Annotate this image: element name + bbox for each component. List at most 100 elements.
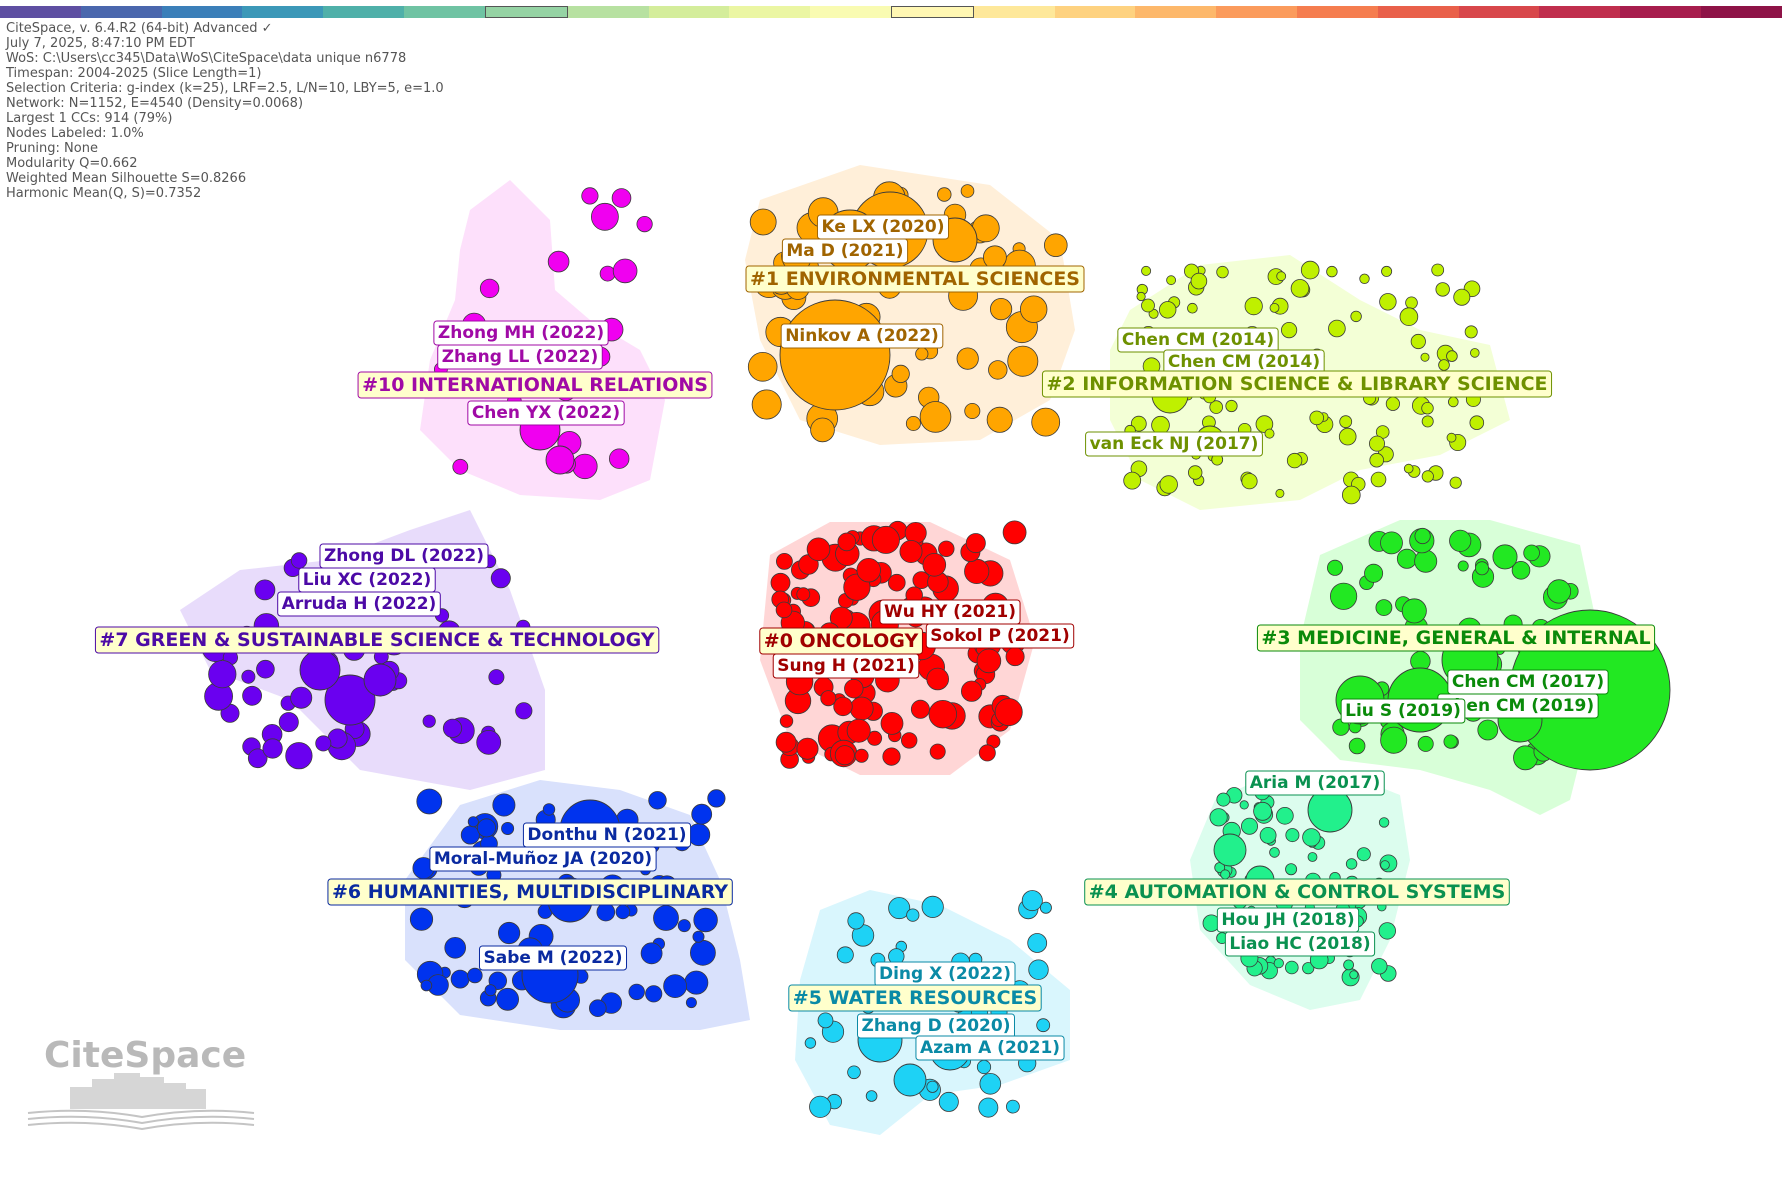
reference-node[interactable] [817, 1012, 834, 1029]
reference-node[interactable] [488, 669, 505, 686]
reference-node[interactable] [837, 532, 857, 552]
node-label[interactable]: Sabe M (2022) [478, 945, 628, 971]
reference-node[interactable] [1276, 271, 1287, 282]
cluster-label[interactable]: #10 INTERNATIONAL RELATIONS [357, 371, 713, 399]
reference-node[interactable] [1348, 737, 1366, 755]
reference-node[interactable] [1225, 399, 1238, 413]
reference-node[interactable] [1378, 922, 1397, 940]
reference-node[interactable] [285, 742, 313, 770]
reference-node[interactable] [278, 712, 299, 733]
reference-node[interactable] [1380, 860, 1390, 870]
reference-node[interactable] [290, 552, 308, 569]
reference-node[interactable] [1141, 265, 1152, 276]
reference-node[interactable] [1446, 432, 1457, 443]
reference-node[interactable] [854, 748, 869, 763]
reference-node[interactable] [1449, 476, 1462, 489]
reference-node[interactable] [1166, 275, 1176, 286]
node-label[interactable]: Chen CM (2017) [1447, 669, 1609, 695]
node-label[interactable]: Liu S (2019) [1340, 698, 1466, 724]
reference-node[interactable] [490, 568, 511, 589]
reference-node[interactable] [1300, 260, 1320, 280]
reference-node[interactable] [1457, 560, 1469, 572]
reference-node[interactable] [687, 823, 711, 847]
reference-node[interactable] [929, 743, 946, 760]
reference-node[interactable] [476, 818, 496, 838]
reference-node[interactable] [1027, 933, 1048, 953]
reference-node[interactable] [1443, 734, 1458, 749]
reference-node[interactable] [1438, 359, 1450, 371]
reference-node[interactable] [636, 216, 653, 233]
reference-node[interactable] [986, 406, 1013, 433]
node-label[interactable]: Chen YX (2022) [467, 400, 625, 426]
node-label[interactable]: Liao HC (2018) [1224, 931, 1376, 957]
reference-node[interactable] [497, 921, 521, 945]
reference-node[interactable] [847, 1065, 861, 1080]
reference-node[interactable] [588, 999, 607, 1017]
reference-node[interactable] [1339, 415, 1353, 429]
reference-node[interactable] [1469, 415, 1485, 431]
reference-node[interactable] [809, 1095, 832, 1118]
reference-node[interactable] [241, 669, 256, 684]
reference-node[interactable] [1364, 563, 1384, 583]
reference-node[interactable] [1269, 302, 1280, 313]
reference-node[interactable] [919, 401, 952, 433]
reference-node[interactable] [1019, 295, 1048, 323]
reference-node[interactable] [1338, 427, 1357, 446]
reference-node[interactable] [775, 731, 797, 753]
cluster-label[interactable]: #5 WATER RESOURCES [788, 984, 1042, 1012]
reference-node[interactable] [887, 573, 906, 592]
cluster-1[interactable] [745, 165, 1075, 445]
reference-node[interactable] [1396, 548, 1417, 569]
reference-node[interactable] [1420, 352, 1430, 362]
reference-node[interactable] [922, 552, 947, 577]
reference-node[interactable] [1255, 415, 1274, 433]
reference-node[interactable] [938, 1091, 959, 1112]
node-label[interactable]: Zhang D (2020) [857, 1013, 1015, 1039]
reference-node[interactable] [1005, 647, 1025, 667]
reference-node[interactable] [262, 738, 283, 759]
reference-node[interactable] [1464, 325, 1478, 339]
reference-node[interactable] [1446, 350, 1458, 362]
reference-node[interactable] [628, 983, 645, 1001]
reference-node[interactable] [1244, 296, 1263, 316]
reference-node[interactable] [899, 540, 923, 564]
reference-node[interactable] [460, 825, 480, 845]
cluster-label[interactable]: #3 MEDICINE, GENERAL & INTERNAL [1256, 624, 1656, 652]
node-label[interactable]: Sung H (2021) [772, 653, 920, 679]
reference-node[interactable] [442, 718, 463, 738]
node-label[interactable]: van Eck NJ (2017) [1085, 431, 1263, 457]
reference-node[interactable] [1417, 735, 1434, 752]
reference-node[interactable] [865, 1090, 878, 1102]
cluster-label[interactable]: #1 ENVIRONMENTAL SCIENCES [745, 265, 1085, 293]
reference-node[interactable] [640, 942, 663, 965]
reference-node[interactable] [1006, 1099, 1020, 1114]
reference-node[interactable] [1259, 827, 1277, 844]
reference-node[interactable] [1276, 806, 1294, 825]
reference-node[interactable] [1345, 858, 1358, 870]
reference-node[interactable] [324, 674, 376, 726]
reference-node[interactable] [1380, 531, 1403, 555]
reference-node[interactable] [960, 184, 975, 198]
reference-node[interactable] [820, 690, 837, 707]
reference-node[interactable] [1369, 452, 1384, 468]
reference-node[interactable] [299, 649, 341, 691]
reference-node[interactable] [1380, 726, 1408, 754]
cluster-label[interactable]: #7 GREEN & SUSTAINABLE SCIENCE & TECHNOL… [94, 626, 660, 654]
reference-node[interactable] [690, 939, 716, 966]
reference-node[interactable] [747, 351, 778, 382]
reference-node[interactable] [416, 788, 443, 815]
reference-node[interactable] [1290, 279, 1310, 298]
reference-node[interactable] [1379, 293, 1397, 311]
reference-node[interactable] [572, 453, 598, 480]
reference-node[interactable] [779, 714, 794, 728]
reference-node[interactable] [1477, 719, 1499, 741]
reference-node[interactable] [1449, 529, 1472, 552]
cluster-5[interactable] [795, 890, 1070, 1135]
reference-node[interactable] [1421, 402, 1434, 415]
reference-node[interactable] [1141, 298, 1155, 313]
reference-node[interactable] [1371, 958, 1388, 975]
reference-node[interactable] [1253, 801, 1272, 821]
reference-node[interactable] [926, 667, 949, 691]
reference-node[interactable] [833, 696, 853, 717]
reference-node[interactable] [988, 360, 1008, 380]
